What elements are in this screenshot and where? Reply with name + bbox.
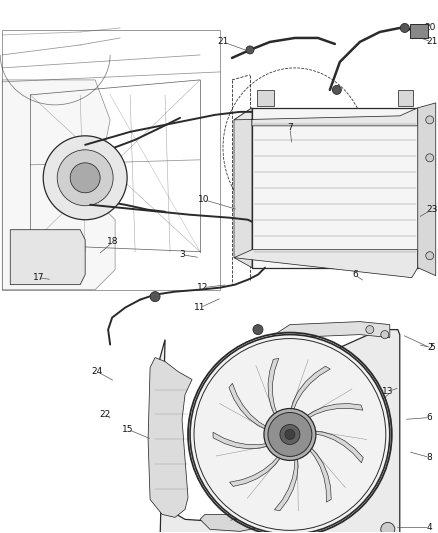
Text: 15: 15 — [122, 425, 134, 434]
Polygon shape — [304, 403, 363, 419]
Text: 4: 4 — [427, 523, 433, 532]
Text: 6: 6 — [427, 413, 433, 422]
Polygon shape — [257, 90, 274, 106]
Circle shape — [150, 292, 160, 302]
Text: 22: 22 — [99, 410, 111, 419]
Text: 20: 20 — [424, 23, 435, 33]
Polygon shape — [230, 454, 283, 487]
Circle shape — [57, 150, 113, 206]
Circle shape — [285, 430, 295, 440]
Polygon shape — [270, 321, 390, 337]
Text: 25: 25 — [266, 410, 278, 419]
Text: 1: 1 — [300, 340, 306, 349]
Circle shape — [43, 136, 127, 220]
Polygon shape — [418, 103, 436, 276]
Text: 8: 8 — [427, 453, 433, 462]
Circle shape — [426, 116, 434, 124]
Polygon shape — [10, 230, 85, 285]
Circle shape — [426, 252, 434, 260]
Text: 5: 5 — [429, 343, 434, 352]
Polygon shape — [268, 358, 279, 418]
Circle shape — [264, 408, 316, 461]
Text: 2: 2 — [427, 343, 433, 352]
Polygon shape — [398, 90, 413, 106]
Polygon shape — [213, 432, 271, 449]
Circle shape — [426, 154, 434, 162]
Text: 17: 17 — [32, 273, 44, 282]
Text: 21: 21 — [217, 37, 229, 46]
Circle shape — [190, 335, 390, 533]
Circle shape — [253, 325, 263, 335]
Circle shape — [246, 46, 254, 54]
Polygon shape — [148, 358, 192, 518]
Text: 13: 13 — [382, 387, 394, 396]
Polygon shape — [229, 383, 269, 431]
Polygon shape — [275, 455, 298, 511]
Text: 24: 24 — [92, 367, 103, 376]
Text: 11: 11 — [194, 303, 206, 312]
Text: 21: 21 — [157, 455, 169, 464]
Circle shape — [366, 326, 374, 334]
Circle shape — [268, 413, 312, 456]
Polygon shape — [311, 431, 363, 463]
Polygon shape — [2, 80, 115, 289]
Text: 14: 14 — [232, 513, 244, 522]
Circle shape — [280, 424, 300, 445]
Polygon shape — [234, 108, 418, 126]
Polygon shape — [290, 366, 330, 413]
Text: 18: 18 — [107, 237, 119, 246]
Text: 21: 21 — [426, 37, 438, 46]
Bar — [252, 108, 418, 268]
Text: 4: 4 — [377, 397, 383, 406]
Text: 6: 6 — [352, 270, 358, 279]
Polygon shape — [152, 329, 400, 533]
Circle shape — [332, 85, 341, 94]
Bar — [410, 24, 428, 38]
Text: 10: 10 — [198, 195, 210, 204]
Circle shape — [381, 522, 395, 533]
Polygon shape — [234, 108, 252, 268]
Text: 7: 7 — [287, 123, 293, 132]
Text: 3: 3 — [179, 250, 185, 259]
Circle shape — [70, 163, 100, 193]
Polygon shape — [234, 249, 418, 278]
Text: 12: 12 — [198, 283, 209, 292]
Polygon shape — [307, 446, 331, 502]
Circle shape — [400, 23, 409, 33]
Text: 23: 23 — [426, 205, 438, 214]
Circle shape — [381, 330, 389, 338]
Polygon shape — [200, 514, 260, 531]
